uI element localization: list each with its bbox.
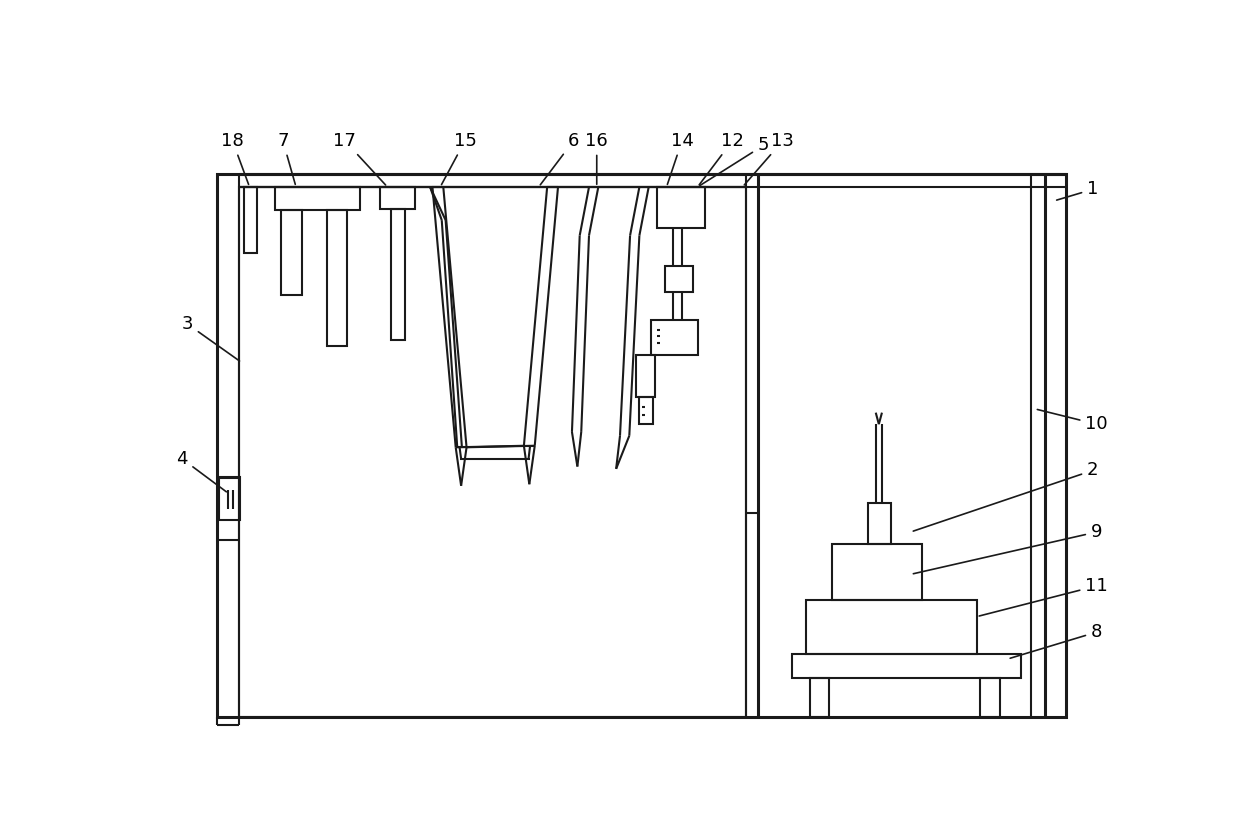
Bar [218, 476, 241, 521]
Bar [810, 679, 830, 717]
Text: 14: 14 [667, 132, 693, 185]
Bar [217, 174, 1065, 717]
Text: 4: 4 [176, 450, 227, 492]
Text: 18: 18 [221, 132, 248, 185]
Bar [379, 187, 414, 208]
Text: 8: 8 [1011, 623, 1102, 659]
Bar [238, 187, 745, 717]
Text: 11: 11 [980, 577, 1109, 616]
Text: 10: 10 [1038, 409, 1107, 433]
Bar [657, 187, 706, 228]
Text: 17: 17 [334, 132, 386, 185]
Bar [244, 187, 258, 253]
Bar [635, 354, 655, 397]
Bar [275, 187, 361, 210]
Bar [981, 679, 999, 717]
Text: 9: 9 [914, 523, 1102, 574]
Bar [281, 210, 303, 295]
Text: 2: 2 [913, 461, 1099, 531]
Bar [868, 502, 892, 543]
Text: 3: 3 [182, 315, 239, 361]
Text: 15: 15 [441, 132, 476, 185]
Text: 6: 6 [541, 132, 579, 185]
Text: 1: 1 [1056, 181, 1099, 200]
Bar [832, 543, 923, 600]
Text: 13: 13 [744, 132, 794, 185]
Text: 16: 16 [585, 132, 608, 184]
Bar [327, 210, 347, 345]
Text: 12: 12 [699, 132, 744, 185]
Bar [806, 600, 977, 654]
Bar [639, 397, 652, 424]
Bar [651, 320, 697, 354]
Bar [392, 208, 404, 339]
Bar [792, 654, 1022, 679]
Text: 7: 7 [277, 132, 295, 184]
Text: 5: 5 [699, 136, 769, 186]
Bar [665, 266, 693, 291]
